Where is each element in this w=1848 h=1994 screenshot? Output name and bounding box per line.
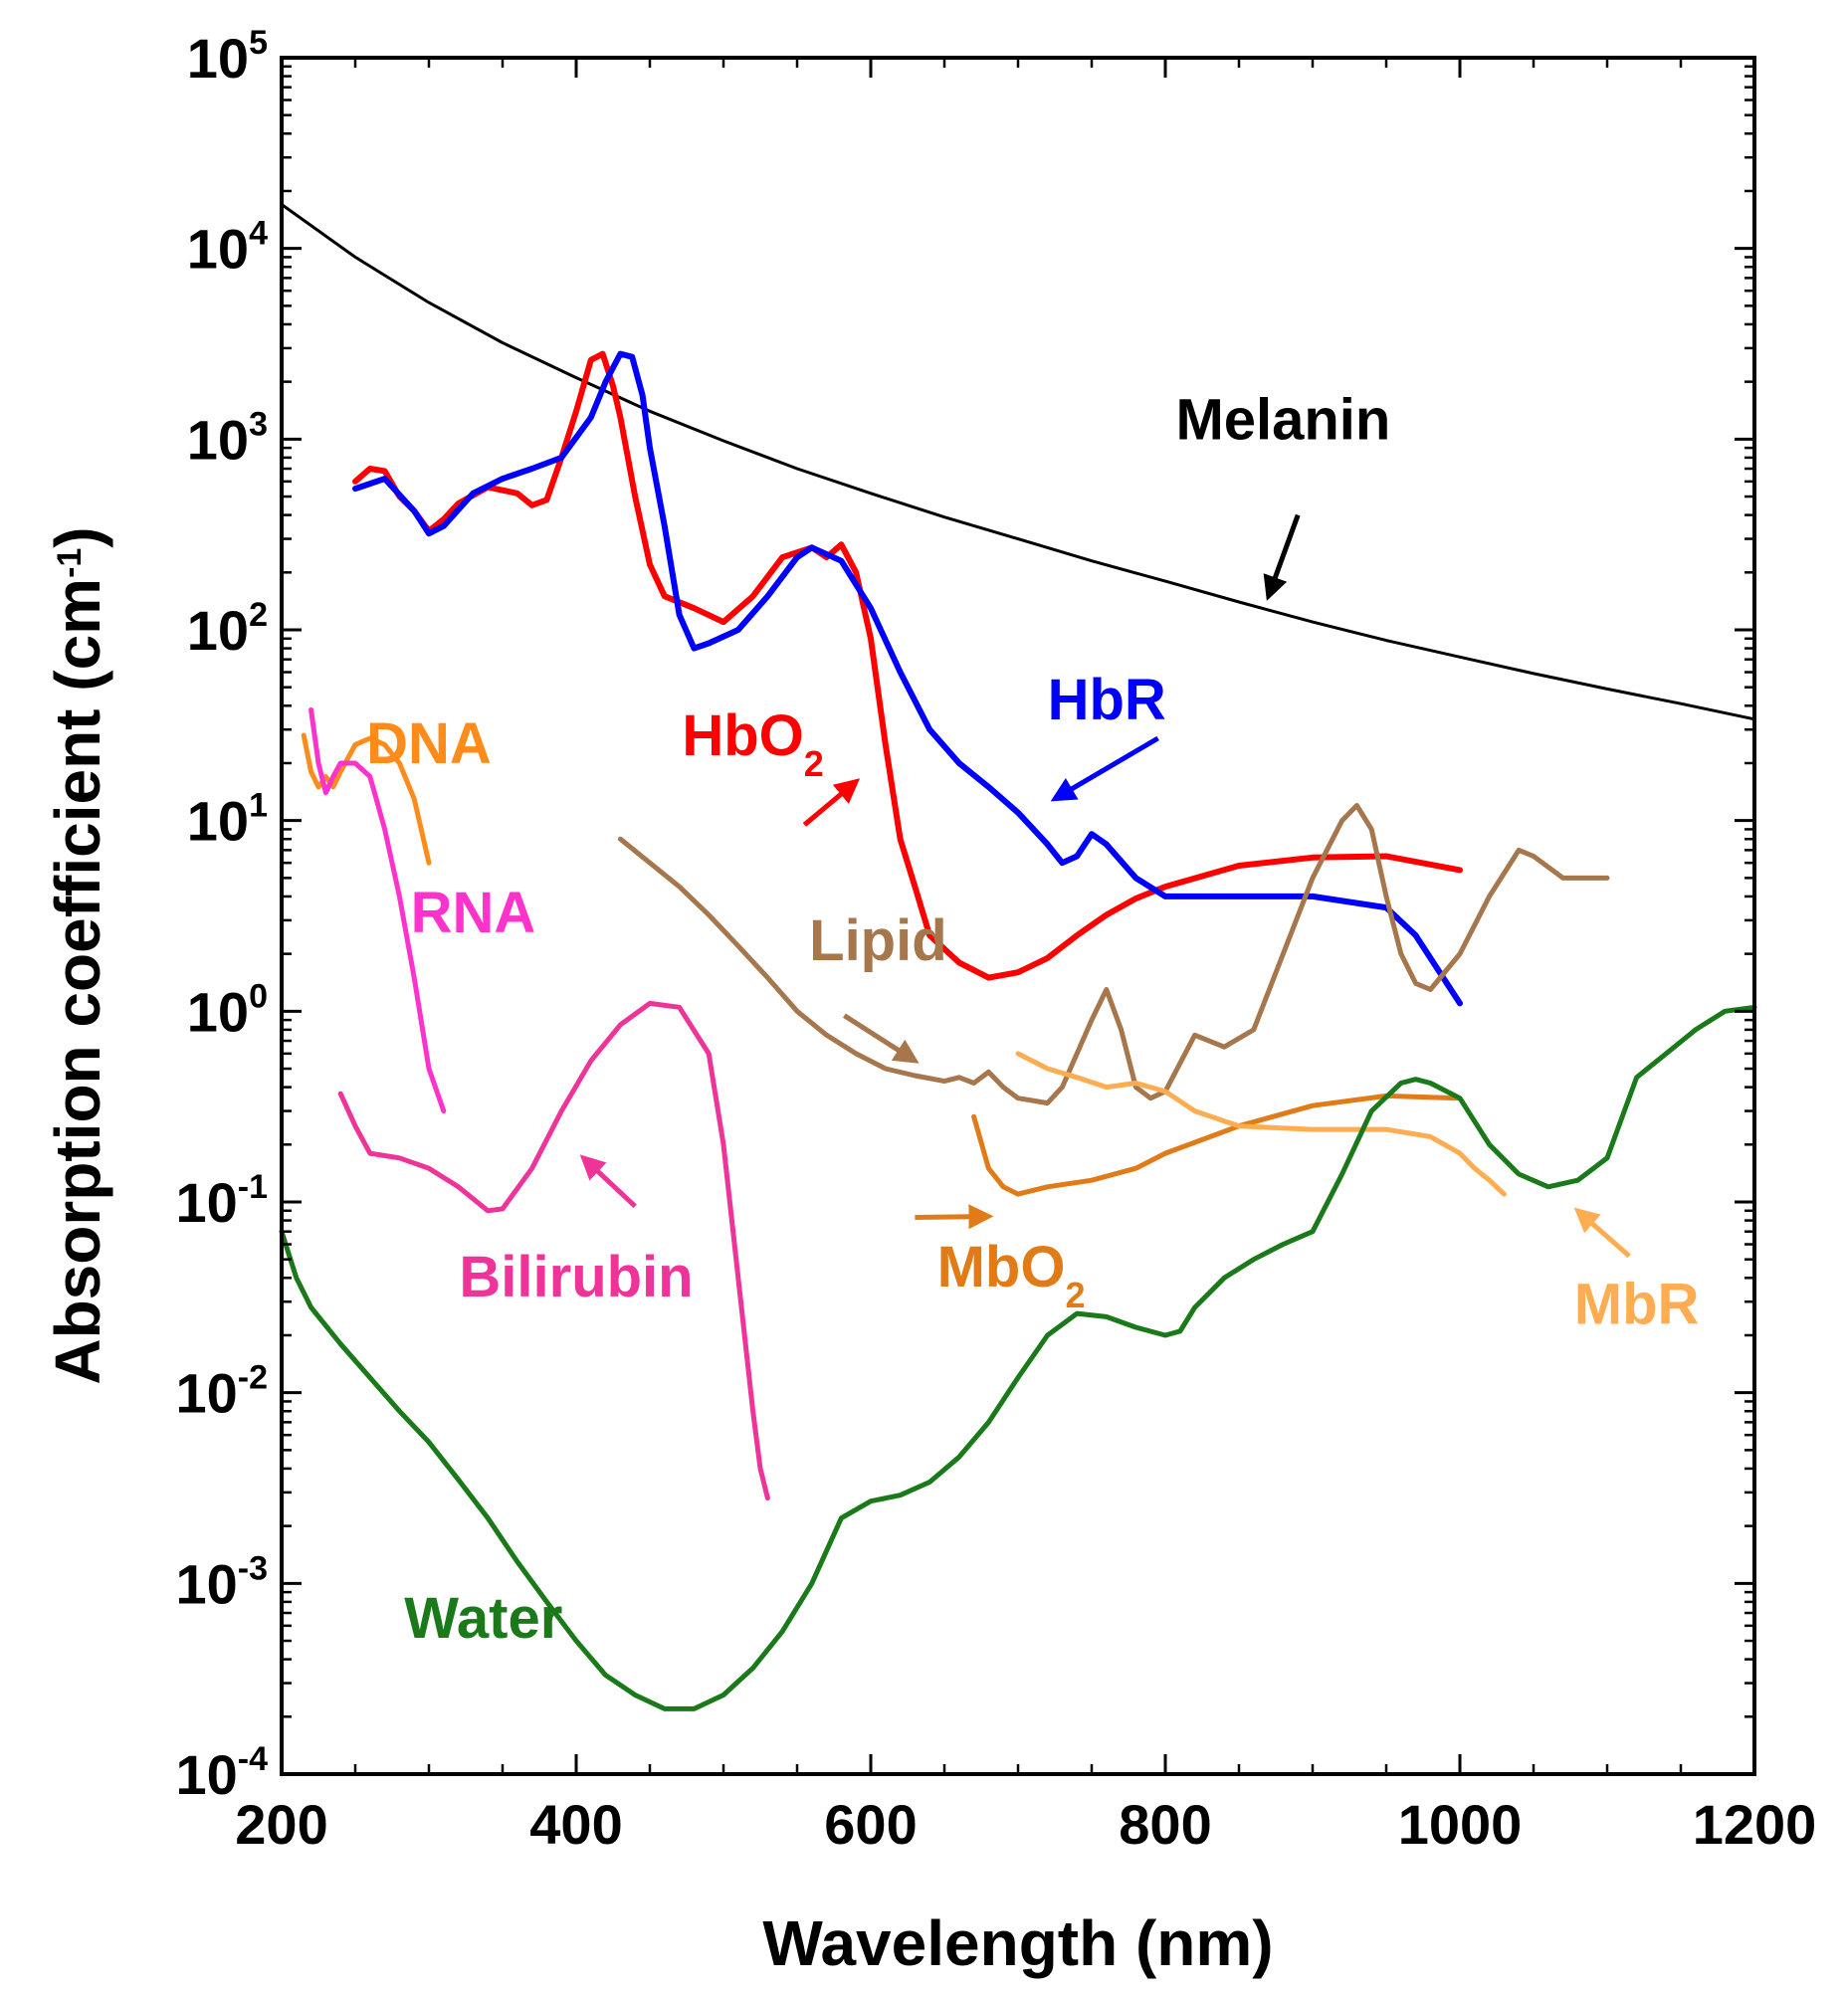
label-arrow-lipid: [843, 1013, 920, 1064]
y-tick-exponent: 2: [249, 596, 268, 634]
series-line-mbr: [1015, 1051, 1507, 1197]
y-tick-exponent: -1: [238, 1168, 268, 1206]
series-label-text: RNA: [411, 881, 536, 945]
y-tick-base: 10: [187, 980, 249, 1043]
y-tick-label: 10-4: [175, 1740, 268, 1806]
y-tick-label: 105: [187, 24, 268, 90]
y-tick-label: 10-2: [175, 1359, 268, 1425]
series-line-mbo2: [971, 1093, 1463, 1197]
y-tick-label: 100: [187, 977, 268, 1043]
y-tick-label: 103: [187, 405, 268, 471]
series-label-bilirubin: Bilirubin: [459, 1245, 693, 1309]
y-tick-base: 10: [187, 218, 249, 281]
label-arrow-bilirubin: [579, 1154, 637, 1209]
series-label-mbo2: MbO2: [937, 1235, 1086, 1315]
x-tick-label: 200: [235, 1793, 327, 1856]
series-group: [279, 203, 1757, 1711]
y-tick-base: 10: [187, 599, 249, 662]
y-axis-title-main: Absorption coefficient (cm: [42, 578, 113, 1385]
y-tick-exponent: 3: [249, 405, 268, 443]
series-label-text: Lipid: [809, 908, 947, 973]
x-tick-label: 1200: [1693, 1793, 1817, 1856]
series-label-subscript: 2: [804, 743, 824, 784]
label-arrow-hbo2: [802, 778, 861, 827]
x-tick-label: 1000: [1398, 1793, 1523, 1856]
series-label-hbo2: HbO2: [682, 703, 823, 784]
y-tick-exponent: -3: [238, 1549, 268, 1587]
series-label-text: MbR: [1574, 1272, 1700, 1336]
y-tick-base: 10: [175, 1171, 237, 1234]
series-line-rna: [308, 707, 447, 1114]
axis-ticks: [280, 56, 1756, 1776]
label-arrow-mbo2: [915, 1204, 994, 1230]
y-tick-exponent: 1: [249, 787, 268, 825]
series-label-lipid: Lipid: [809, 908, 947, 973]
series-label-rna: RNA: [411, 881, 536, 945]
series-line-lipid: [617, 803, 1610, 1106]
label-arrow-melanin: [1263, 513, 1301, 601]
series-label-text: Melanin: [1175, 387, 1390, 452]
y-tick-base: 10: [187, 27, 249, 90]
x-tick-label: 400: [529, 1793, 622, 1856]
y-tick-label: 10-1: [175, 1168, 268, 1234]
series-label-subscript: 2: [1065, 1275, 1085, 1315]
y-axis-title: Absorption coefficient (cm-1): [42, 526, 113, 1384]
series-label-text: HbO: [682, 703, 803, 768]
series-line-hbr: [352, 350, 1463, 1007]
series-label-mbr: MbR: [1574, 1272, 1700, 1336]
y-tick-label: 104: [187, 215, 268, 281]
series-label-water: Water: [404, 1586, 562, 1651]
y-tick-exponent: 0: [249, 977, 268, 1015]
y-tick-base: 10: [175, 1552, 237, 1615]
series-label-dna: DNA: [366, 711, 492, 776]
series-line-bilirubin: [337, 1000, 770, 1501]
y-tick-exponent: -4: [238, 1740, 268, 1778]
series-line-water: [279, 1004, 1757, 1711]
label-arrow-hbr: [1050, 735, 1159, 802]
series-label-text: DNA: [366, 711, 492, 776]
y-tick-base: 10: [187, 408, 249, 471]
x-tick-label: 800: [1119, 1793, 1211, 1856]
x-axis-title: Wavelength (nm): [762, 1907, 1273, 1979]
y-tick-exponent: 5: [249, 24, 268, 62]
series-label-text: Bilirubin: [459, 1245, 693, 1309]
series-label-text: Water: [404, 1586, 562, 1651]
tick-labels: 200 400 600 800 1000 120010510410310210110010…: [175, 24, 1816, 1856]
y-tick-base: 10: [175, 1743, 237, 1806]
y-axis-title-exponent: -1: [51, 548, 89, 578]
y-tick-label: 10-3: [175, 1549, 268, 1615]
y-tick-label: 102: [187, 596, 268, 662]
y-tick-exponent: -2: [238, 1359, 268, 1397]
series-label-melanin: Melanin: [1175, 387, 1390, 452]
x-tick-label: 600: [824, 1793, 917, 1856]
y-axis-title-close: ): [42, 526, 113, 547]
y-tick-exponent: 4: [249, 215, 268, 253]
y-tick-base: 10: [187, 790, 249, 853]
y-tick-base: 10: [175, 1362, 237, 1425]
series-label-text: HbR: [1048, 668, 1166, 732]
y-tick-label: 101: [187, 787, 268, 853]
series-label-hbr: HbR: [1048, 668, 1166, 732]
series-line-dna: [301, 732, 432, 866]
series-label-text: MbO: [937, 1235, 1066, 1299]
series-line-melanin: [280, 203, 1756, 721]
label-arrow-mbr: [1573, 1207, 1631, 1259]
